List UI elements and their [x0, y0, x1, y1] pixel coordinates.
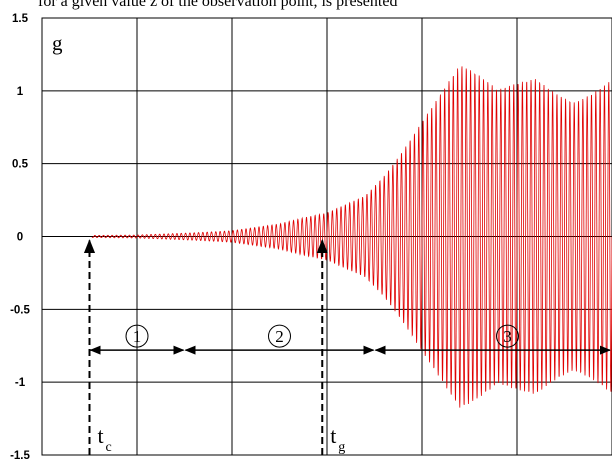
zone-circle [268, 324, 291, 348]
y-tick-label: 1 [17, 86, 24, 98]
zone-label: 1 [133, 327, 142, 346]
marker-subscript: g [338, 440, 345, 455]
marker-label: t [330, 423, 336, 448]
y-tick-label: -0.5 [10, 304, 30, 316]
zone-arrows: 1 2 3 [89, 324, 612, 355]
caption-text: for a given value z of the observation p… [38, 0, 397, 10]
y-tick-labels: 1.5 1 0.5 0 -0.5 -1 -1.5 [10, 13, 30, 459]
y-tick-label: 0.5 [12, 159, 29, 171]
y-axis-label: g [52, 31, 63, 55]
y-tick-label: -1 [15, 377, 26, 389]
zone-circle [125, 324, 149, 348]
y-tick-label: 0 [17, 232, 23, 244]
marker-label: t [98, 423, 104, 448]
signal-line [91, 66, 612, 408]
signal-series [91, 66, 612, 408]
zone-circle [496, 324, 519, 348]
zone-label: 3 [503, 327, 512, 346]
zone-label: 2 [275, 327, 284, 346]
y-tick-label: -1.5 [10, 450, 30, 459]
y-tick-label: 1.5 [12, 13, 29, 25]
marker-subscript: c [106, 440, 112, 455]
time-markers: tctgt [83, 239, 345, 455]
